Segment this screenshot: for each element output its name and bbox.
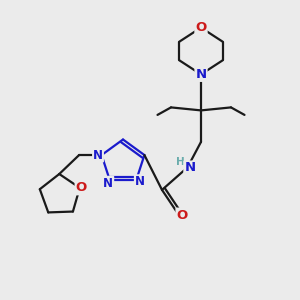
Text: N: N bbox=[195, 68, 207, 81]
Text: N: N bbox=[103, 177, 113, 190]
Text: O: O bbox=[76, 181, 87, 194]
Text: N: N bbox=[184, 161, 196, 175]
Text: O: O bbox=[176, 208, 188, 222]
Text: H: H bbox=[176, 157, 184, 167]
Text: N: N bbox=[93, 148, 103, 161]
Text: O: O bbox=[195, 21, 207, 34]
Text: N: N bbox=[135, 175, 145, 188]
